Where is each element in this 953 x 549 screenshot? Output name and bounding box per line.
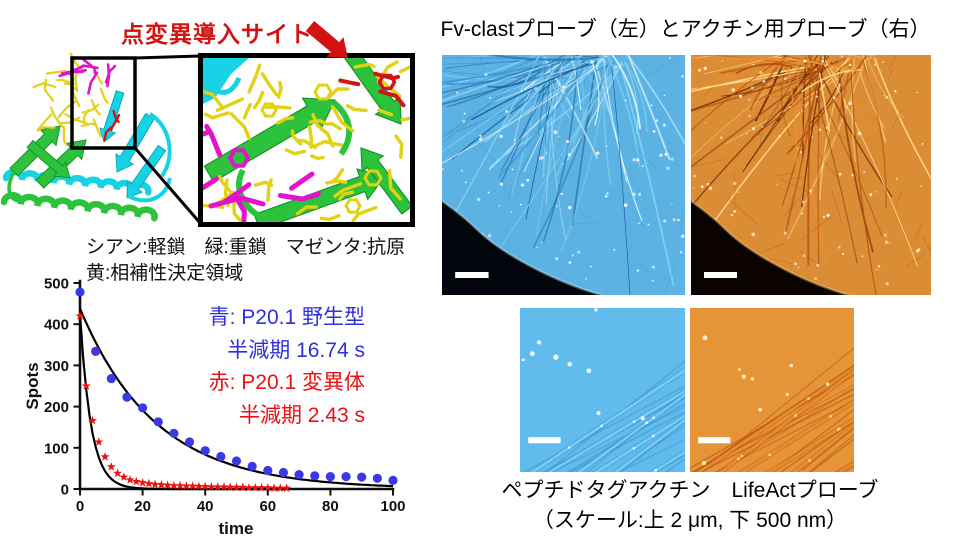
svg-text:200: 200 [44, 399, 69, 416]
structure-caption: シアン:軽鎖 緑:重鎖 マゼンタ:抗原 黄:相補性決定領域 [86, 235, 405, 287]
protein-inset-figure [172, 48, 426, 231]
svg-text:time: time [219, 519, 254, 538]
protein-inset-box [172, 48, 426, 231]
decay-chart: 0 100 200 300 400 500 0 20 40 60 80 100 time Spots 青:… [25, 268, 415, 549]
legend-line: 青: P20.1 野生型 [208, 306, 365, 329]
structure-caption-line1: シアン:軽鎖 緑:重鎖 マゼンタ:抗原 [86, 237, 406, 258]
svg-text:Spots: Spots [25, 362, 42, 409]
structure-caption-line2: 黄:相補性決定領域 [86, 263, 244, 284]
right-caption-line2: （スケール:上 2 μm, 下 500 nm） [532, 509, 848, 532]
fv-clast-probe-image [442, 55, 685, 295]
right-panel-caption: ペプチドタグアクチン LifeActプローブ （スケール:上 2 μm, 下 5… [430, 476, 950, 536]
svg-text:400: 400 [44, 317, 69, 334]
svg-text:100: 100 [44, 440, 69, 457]
svg-text:80: 80 [322, 498, 339, 515]
right-panel-title: Fv-clastプローブ（左）とアクチン用プローブ（右） [440, 18, 931, 41]
right-caption-line1: ペプチドタグアクチン LifeActプローブ [501, 479, 879, 502]
decay-chart-plot: 0 100 200 300 400 500 0 20 40 60 80 100 time Spots [25, 276, 406, 539]
lifeact-probe-image [690, 308, 854, 472]
chart-legend: 青: P20.1 野生型半減期 16.74 s 赤: P20.1 変異体半減期 2… [209, 302, 365, 432]
actin-probe-canvas [691, 55, 931, 295]
scale-bar [455, 272, 489, 278]
peptide-tag-actin-canvas [520, 308, 685, 472]
selection-rectangle [70, 56, 137, 150]
svg-text:300: 300 [44, 358, 69, 375]
svg-text:60: 60 [259, 498, 276, 515]
svg-text:0: 0 [76, 498, 84, 515]
scale-bar [698, 437, 731, 444]
svg-text:40: 40 [197, 498, 214, 515]
mutation-site-label: 点変異導入サイト [121, 21, 313, 47]
svg-text:500: 500 [44, 276, 69, 293]
svg-text:20: 20 [134, 498, 151, 515]
scale-bar [704, 272, 737, 278]
legend-line: 半減期 2.43 s [238, 403, 365, 427]
scale-bar [528, 437, 561, 444]
peptide-tag-actin-image [520, 308, 685, 472]
legend-line: 半減期 16.74 s [227, 338, 365, 362]
actin-probe-image [691, 55, 931, 295]
svg-text:0: 0 [61, 482, 69, 499]
protein-structure-figure [0, 52, 172, 222]
fv-clast-probe-canvas [442, 55, 685, 295]
svg-text:100: 100 [380, 498, 405, 515]
lifeact-probe-canvas [690, 308, 854, 472]
legend-line: 赤: P20.1 変異体 [208, 371, 365, 394]
